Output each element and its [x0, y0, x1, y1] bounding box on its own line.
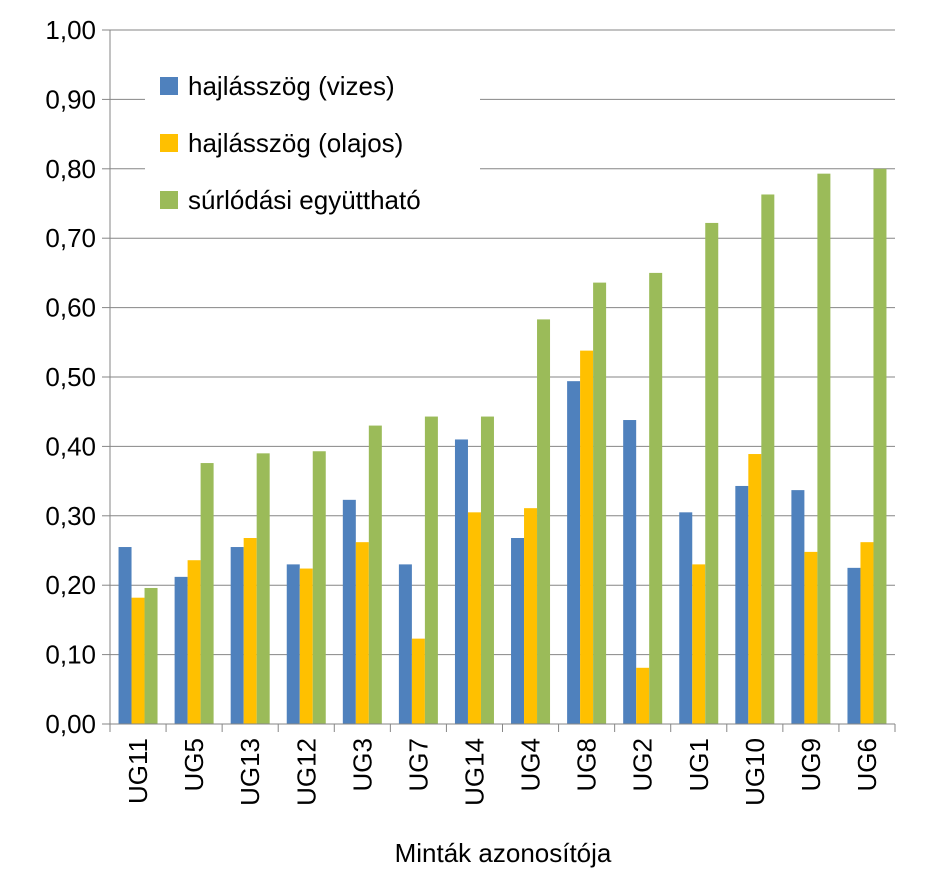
bar: [286, 564, 300, 724]
bar: [118, 547, 132, 724]
x-tick-label: UG14: [459, 738, 489, 806]
legend-swatch: [160, 77, 178, 95]
y-tick-labels: 0,00 0,10 0,20 0,30 0,40 0,50 0,60 0,70 0,80 0,90…: [45, 15, 96, 739]
bar: [692, 564, 706, 724]
x-tick-label: UG6: [852, 738, 882, 791]
x-tick-label: UG5: [179, 738, 209, 791]
bar: [144, 587, 158, 724]
y-tick-label: 0,30: [45, 501, 96, 531]
x-tick-labels: UG11 UG5 UG13 UG12 UG3 UG7 UG14 UG4 UG8 UG2 UG1 UG1…: [123, 738, 882, 806]
x-tick-label: UG13: [235, 738, 265, 806]
y-tick-label: 0,70: [45, 223, 96, 253]
bar: [398, 564, 412, 724]
bar: [705, 222, 719, 724]
bar: [424, 416, 438, 724]
bar: [480, 416, 494, 724]
y-tick-label: 0,10: [45, 640, 96, 670]
y-tick-label: 1,00: [45, 15, 96, 45]
bar: [511, 538, 525, 724]
legend-background: [145, 55, 480, 225]
y-tick-label: 0,50: [45, 362, 96, 392]
x-tick-label: UG11: [123, 738, 153, 804]
bar: [524, 508, 538, 724]
bar: [791, 490, 805, 724]
y-tick-label: 0,00: [45, 709, 96, 739]
bars: [118, 168, 887, 725]
bar: [860, 542, 874, 724]
bar: [580, 350, 594, 724]
bar: [368, 425, 382, 724]
x-tick-label: UG8: [572, 738, 602, 791]
bar: [187, 560, 201, 724]
bar: [623, 420, 637, 724]
x-tick-label: UG2: [628, 738, 658, 791]
y-tick-label: 0,20: [45, 570, 96, 600]
bar: [679, 512, 693, 724]
x-tick-label: UG1: [684, 738, 714, 791]
bar: [567, 381, 581, 724]
x-tick-label: UG12: [291, 738, 321, 806]
y-tick-label: 0,40: [45, 431, 96, 461]
x-tick-label: UG3: [347, 738, 377, 791]
bar: [748, 454, 762, 724]
bar: [174, 576, 188, 724]
legend-label: hajlásszög (vizes): [188, 71, 395, 101]
axes: [109, 30, 896, 732]
bar: [312, 451, 326, 724]
bar: [131, 597, 145, 724]
legend-swatch: [160, 134, 178, 152]
bar: [467, 512, 481, 724]
bar: [256, 453, 270, 724]
bar: [735, 485, 749, 724]
y-tick-label: 0,80: [45, 154, 96, 184]
x-tick-label: UG4: [516, 738, 546, 791]
bar: [230, 547, 244, 724]
y-tick-label: 0,60: [45, 293, 96, 323]
bar: [454, 439, 468, 724]
bar: [593, 282, 607, 724]
bar: [873, 168, 887, 725]
y-tick-label: 0,90: [45, 84, 96, 114]
bar: [200, 463, 214, 724]
bar: [761, 194, 775, 724]
bar: [847, 567, 861, 724]
legend-label: hajlásszög (olajos): [188, 128, 403, 158]
legend-label: súrlódási együttható: [188, 185, 421, 215]
bar: [649, 272, 663, 724]
x-tick-label: UG9: [796, 738, 826, 791]
x-tick-label: UG7: [403, 738, 433, 791]
legend-swatch: [160, 191, 178, 209]
bar: [636, 667, 650, 724]
legend: hajlásszög (vizes) hajlásszög (olajos) súr…: [145, 55, 480, 225]
bar: [804, 551, 818, 724]
bar: [537, 319, 551, 724]
bar: [355, 542, 369, 724]
bar: [243, 538, 257, 724]
bar: [817, 173, 831, 724]
bar: [299, 568, 313, 724]
bar: [411, 638, 425, 724]
x-axis-title: Minták azonosítója: [395, 838, 612, 868]
x-tick-label: UG10: [740, 738, 770, 806]
bar: [342, 499, 356, 724]
